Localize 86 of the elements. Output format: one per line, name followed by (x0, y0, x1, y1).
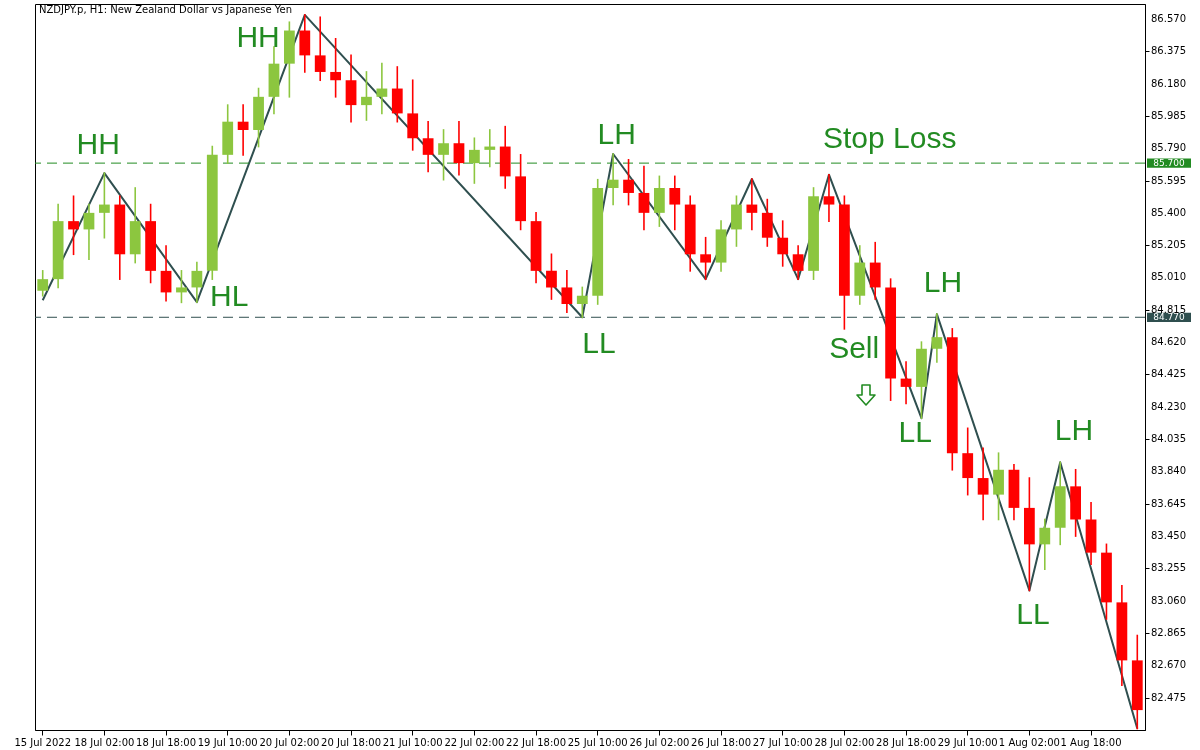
candlestick (607, 153, 619, 206)
y-tick-label: 85.205 (1151, 239, 1186, 251)
annotation: LL (1016, 597, 1050, 631)
x-tick-label: 18 Jul 02:00 (74, 736, 135, 748)
y-tick-label: 82.475 (1151, 691, 1186, 703)
annotation: Stop Loss (822, 121, 957, 155)
x-tick-label: 20 Jul 18:00 (321, 736, 382, 748)
x-tick-label: 15 Jul 2022 (14, 736, 72, 748)
candlestick (37, 270, 49, 297)
candlestick (900, 361, 912, 405)
y-tick-label: 84.425 (1151, 368, 1186, 380)
candlestick (823, 173, 835, 222)
annotation: LH (1054, 412, 1094, 446)
candlestick (422, 120, 434, 173)
y-tick-label: 85.595 (1151, 174, 1186, 186)
y-tick-label: 83.255 (1151, 562, 1186, 574)
y-tick-label: 84.035 (1151, 433, 1186, 445)
x-tick-label: 1 Aug 18:00 (1060, 736, 1122, 748)
y-tick-label: 85.985 (1151, 109, 1186, 121)
candlestick (314, 16, 326, 82)
y-tick-label: 85.400 (1151, 206, 1186, 218)
candlestick (68, 195, 79, 256)
x-tick-label: 27 Jul 10:00 (752, 736, 813, 748)
x-tick-label: 25 Jul 10:00 (567, 736, 628, 748)
candlestick (546, 253, 557, 300)
x-tick-label: 19 Jul 10:00 (197, 736, 258, 748)
y-tick-label: 86.375 (1151, 45, 1186, 57)
candlestick (931, 313, 943, 363)
y-tick-label: 83.840 (1151, 465, 1186, 477)
chart-title: NZDJPY.p, H1: New Zealand Dollar vs Japanese Yen (39, 4, 293, 15)
x-tick-label: 26 Jul 02:00 (629, 736, 690, 748)
candlestick (746, 178, 758, 231)
candlestick (700, 236, 712, 280)
candlestick (453, 120, 465, 176)
x-tick-label: 29 Jul 10:00 (937, 736, 998, 748)
annotation: LH (923, 264, 963, 298)
y-tick-label: 86.570 (1151, 12, 1186, 24)
x-tick-label: 26 Jul 18:00 (691, 736, 752, 748)
x-tick-label: 22 Jul 18:00 (506, 736, 567, 748)
y-tick-label: 85.010 (1151, 271, 1186, 283)
x-tick-label: 28 Jul 02:00 (814, 736, 875, 748)
candlestick (561, 270, 573, 314)
candlestick (237, 104, 249, 156)
y-tick-label: 82.865 (1151, 627, 1186, 639)
y-tick-label: 82.670 (1151, 659, 1186, 671)
candlestick (576, 286, 588, 319)
candlestick (977, 447, 989, 521)
y-tick-label: 83.645 (1151, 497, 1186, 509)
y-tick-label: 84.620 (1151, 336, 1186, 348)
x-tick-label: 21 Jul 10:00 (382, 736, 443, 748)
y-tick-label: 84.815 (1151, 303, 1186, 315)
candlestick (777, 220, 789, 267)
candlestick (330, 38, 342, 98)
candlestick (438, 129, 449, 181)
annotation: HH (76, 126, 120, 160)
y-tick-label: 85.790 (1151, 142, 1186, 154)
candlestick (361, 71, 372, 121)
candlestick (792, 245, 804, 280)
annotation: LL (898, 415, 932, 449)
candlestick (160, 245, 172, 302)
x-tick-label: 22 Jul 02:00 (444, 736, 505, 748)
candlestick (376, 62, 388, 115)
candlestick (176, 270, 187, 304)
candlestick (638, 165, 650, 231)
annotation: HL (210, 279, 249, 313)
x-tick-label: 28 Jul 18:00 (876, 736, 937, 748)
x-tick-label: 1 Aug 02:00 (998, 736, 1060, 748)
candlestick (669, 175, 681, 231)
y-tick-label: 83.060 (1151, 594, 1186, 606)
ref-line-label: 84.770 (1153, 312, 1186, 323)
candlestick (1039, 518, 1051, 571)
x-tick-label: 20 Jul 02:00 (259, 736, 320, 748)
annotation: Sell (829, 330, 880, 364)
y-tick-label: 83.450 (1151, 530, 1186, 542)
x-tick-label: 18 Jul 18:00 (136, 736, 197, 748)
annotation: LL (582, 325, 616, 359)
ref-line-label: 85.700 (1153, 158, 1186, 169)
y-tick-label: 84.230 (1151, 400, 1186, 412)
candlestick (484, 129, 496, 168)
candlestick (623, 159, 634, 206)
annotation: HH (236, 20, 280, 54)
annotation: LH (597, 116, 636, 150)
candlestick (468, 137, 480, 184)
y-tick-label: 86.180 (1151, 77, 1186, 89)
candlestick (191, 261, 203, 303)
candlestick (98, 172, 110, 239)
